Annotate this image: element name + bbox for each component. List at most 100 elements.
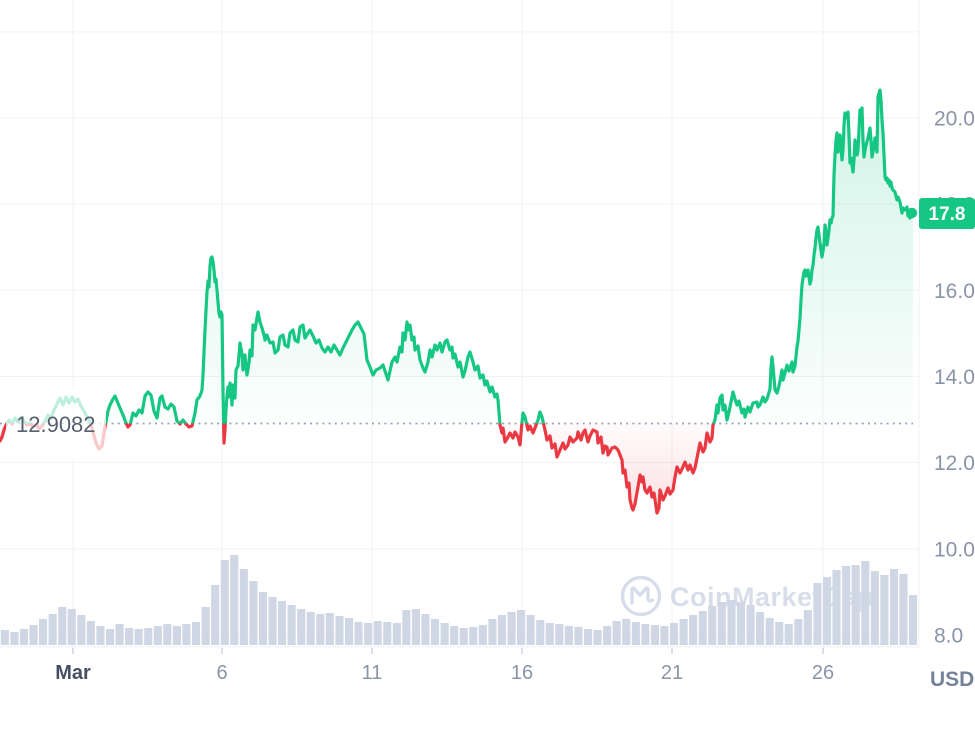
volume-bar xyxy=(478,625,487,645)
volume-bar xyxy=(383,622,392,645)
x-tick-label: 11 xyxy=(362,662,383,684)
x-tick-label: Mar xyxy=(55,662,91,684)
volume-bar xyxy=(708,606,717,645)
volume-bar xyxy=(603,626,612,645)
volume-bar xyxy=(297,609,306,645)
x-tick-label: 16 xyxy=(511,662,533,684)
volume-bar xyxy=(153,626,162,645)
current-price-badge-value: 17.8 xyxy=(929,204,966,225)
baseline-price-label: 12.9082 xyxy=(16,412,96,437)
volume-bar xyxy=(641,624,650,645)
volume-bar xyxy=(794,619,803,645)
volume-bar xyxy=(488,619,497,645)
volume-bar xyxy=(851,565,860,645)
volume-bar xyxy=(211,585,220,645)
currency-unit-label: USD xyxy=(930,668,974,691)
volume-bar xyxy=(756,612,765,645)
volume-bar xyxy=(574,627,583,645)
y-tick-label: 10.0 xyxy=(934,538,975,561)
y-tick-label: 20.0 xyxy=(934,108,975,131)
volume-bar xyxy=(440,623,449,645)
volume-bar xyxy=(584,629,593,645)
volume-bar xyxy=(889,569,898,645)
price-line-up xyxy=(5,88,915,424)
volume-bar xyxy=(316,614,325,645)
volume-bar xyxy=(775,622,784,645)
volume-bar xyxy=(823,577,832,645)
x-tick-label: 6 xyxy=(216,662,227,684)
volume-bar xyxy=(698,611,707,645)
volume-bar xyxy=(306,612,315,645)
y-tick-label: 14.0 xyxy=(934,366,975,389)
volume-bar xyxy=(842,566,851,645)
volume-bar xyxy=(411,609,420,645)
current-price-badge: 17.8 xyxy=(919,198,975,229)
volume-bar xyxy=(555,624,564,645)
volume-bar xyxy=(345,618,354,645)
price-area-above-baseline xyxy=(0,90,913,424)
volume-bar xyxy=(469,627,478,645)
price-line-down xyxy=(0,423,716,515)
volume-bar xyxy=(325,613,334,645)
volume-bar xyxy=(134,629,143,645)
volume-bars xyxy=(0,555,918,645)
volume-bar xyxy=(803,610,812,645)
volume-bar xyxy=(239,569,248,645)
volume-bar xyxy=(230,555,239,645)
volume-bar xyxy=(67,609,76,645)
baseline-label-backdrop xyxy=(6,386,106,458)
coinmarketcap-logo-m xyxy=(630,586,655,605)
volume-bar xyxy=(813,583,822,645)
volume-bar xyxy=(192,622,201,645)
volume-bar xyxy=(172,626,181,645)
volume-bar xyxy=(220,560,229,645)
volume-bar xyxy=(39,619,48,645)
x-axis-labels: Mar 6 11 16 21 26 xyxy=(55,662,834,684)
volume-bar xyxy=(115,624,124,645)
volume-bar xyxy=(717,602,726,645)
volume-bar xyxy=(459,628,468,645)
volume-bar xyxy=(182,624,191,645)
volume-bar xyxy=(29,625,38,645)
volume-bar xyxy=(249,581,258,645)
volume-bar xyxy=(593,630,602,645)
volume-bar xyxy=(144,628,153,645)
volume-bar xyxy=(0,630,9,645)
volume-bar xyxy=(679,619,688,645)
volume-bar xyxy=(278,601,287,645)
volume-bar xyxy=(660,626,669,645)
volume-bar xyxy=(10,632,19,645)
volume-bar xyxy=(746,605,755,645)
volume-bar xyxy=(832,570,841,645)
volume-bar xyxy=(727,600,736,645)
gridlines xyxy=(0,0,920,654)
x-tick-label: 26 xyxy=(812,662,834,684)
volume-bar xyxy=(335,616,344,645)
volume-bar xyxy=(287,605,296,645)
volume-bar xyxy=(507,612,516,645)
volume-bar xyxy=(201,607,210,645)
volume-bar xyxy=(268,597,277,645)
volume-bar xyxy=(899,574,908,645)
volume-bar xyxy=(86,621,95,645)
y-tick-label: 16.0 xyxy=(934,280,975,303)
volume-bar xyxy=(402,610,411,645)
volume-bar xyxy=(689,615,698,645)
volume-bar xyxy=(106,629,115,645)
volume-bar xyxy=(564,626,573,645)
volume-bar xyxy=(650,625,659,645)
volume-bar xyxy=(421,614,430,645)
volume-bar xyxy=(19,629,28,645)
volume-bar xyxy=(364,623,373,645)
volume-bar xyxy=(354,622,363,645)
volume-bar xyxy=(77,615,86,645)
volume-bar xyxy=(622,619,631,645)
volume-bar xyxy=(736,602,745,645)
volume-bar xyxy=(450,626,459,645)
volume-bar xyxy=(163,624,172,645)
volume-bar xyxy=(96,626,105,645)
x-tick-label: 21 xyxy=(661,662,683,684)
y-axis-labels: 20.018.016.014.012.010.08.0 xyxy=(934,108,975,648)
